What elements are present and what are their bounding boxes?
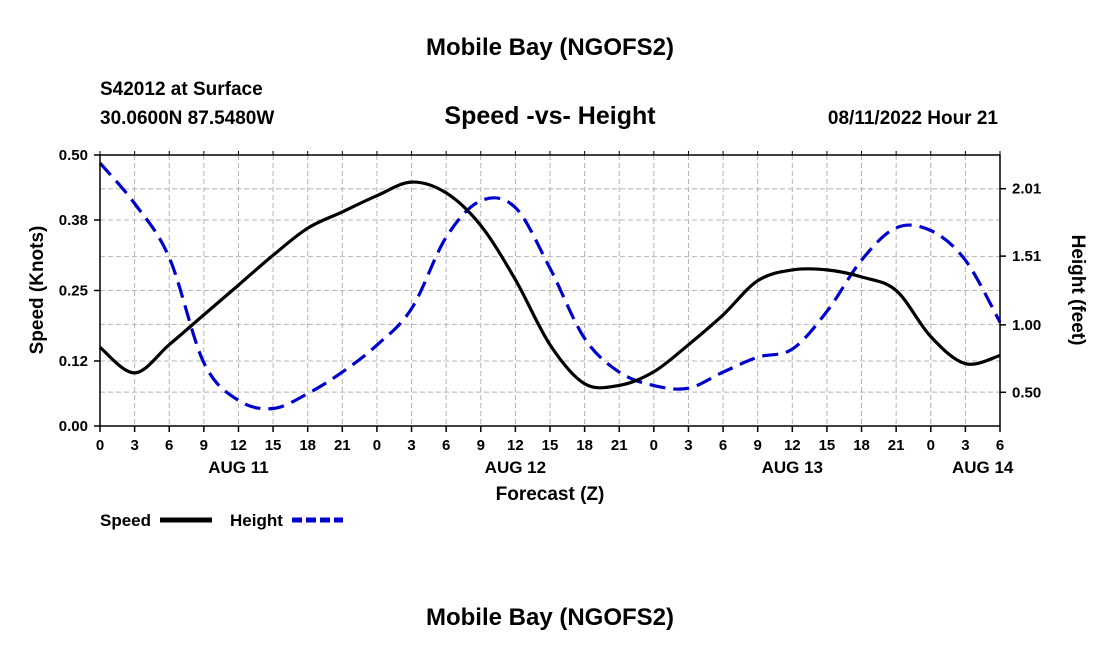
grid — [100, 155, 1000, 426]
page-title-bottom: Mobile Bay (NGOFS2) — [426, 604, 674, 631]
x-tick-label: 18 — [576, 437, 593, 454]
y-tick-label: 0.38 — [59, 212, 88, 229]
x-tick-label: 0 — [96, 437, 104, 454]
y2-tick-label: 1.51 — [1012, 248, 1041, 265]
forecast-time-label: 08/11/2022 Hour 21 — [828, 108, 998, 129]
y2-tick-label: 2.01 — [1012, 181, 1041, 198]
x-tick-label: 12 — [784, 437, 801, 454]
series-layer — [98, 162, 1002, 411]
x-tick-label: 0 — [373, 437, 381, 454]
y-tick-label: 0.12 — [59, 353, 88, 370]
y2-axis-label: Height (feet) — [1067, 235, 1088, 346]
x-tick-label: 6 — [165, 437, 173, 454]
y-tick-label: 0.50 — [59, 147, 88, 164]
y-tick-label: 0.00 — [59, 418, 88, 435]
x-tick-label: 6 — [442, 437, 450, 454]
x-tick-label: 0 — [927, 437, 935, 454]
x-tick-label: 15 — [819, 437, 836, 454]
x-tick-label: 6 — [996, 437, 1004, 454]
x-tick-label: 3 — [961, 437, 969, 454]
legend: Speed Height — [100, 511, 343, 530]
x-tick-label: 21 — [888, 437, 905, 454]
x-tick-label: 15 — [265, 437, 282, 454]
legend-height-label: Height — [230, 511, 283, 530]
x-date-label: AUG 13 — [762, 458, 823, 477]
x-tick-label: 6 — [719, 437, 727, 454]
station-label: S42012 at Surface — [100, 79, 263, 100]
x-tick-label: 12 — [230, 437, 247, 454]
chart-title: Speed -vs- Height — [444, 102, 656, 130]
x-tick-label: 9 — [477, 437, 485, 454]
coordinates-label: 30.0600N 87.5480W — [100, 108, 274, 129]
y-axis-label: Speed (Knots) — [27, 226, 48, 355]
y2-tick-label: 0.50 — [1012, 384, 1041, 401]
axis-ticks: 0 3 6 9 12 15 18 21 0 3 6 9 12 15 18 21 0 3 6 9 12 15 18 21 0 3 6 A… — [59, 147, 1041, 477]
x-date-label: AUG 11 — [208, 458, 268, 477]
x-axis-label: Forecast (Z) — [496, 484, 605, 505]
height-series-line — [98, 162, 1002, 411]
x-date-label: AUG 12 — [485, 458, 546, 477]
x-tick-label: 3 — [407, 437, 415, 454]
legend-speed-label: Speed — [100, 511, 151, 530]
x-tick-label: 12 — [507, 437, 524, 454]
y-tick-label: 0.25 — [59, 283, 88, 300]
x-tick-label: 3 — [684, 437, 692, 454]
x-tick-label: 21 — [611, 437, 628, 454]
x-tick-label: 21 — [334, 437, 351, 454]
x-tick-label: 15 — [542, 437, 559, 454]
x-tick-label: 9 — [200, 437, 208, 454]
x-tick-label: 0 — [650, 437, 658, 454]
x-date-label: AUG 14 — [952, 458, 1014, 477]
x-tick-label: 3 — [130, 437, 138, 454]
x-tick-label: 18 — [853, 437, 870, 454]
speed-series-line — [98, 180, 1001, 390]
x-tick-label: 18 — [299, 437, 316, 454]
y2-tick-label: 1.00 — [1012, 317, 1041, 334]
page-title: Mobile Bay (NGOFS2) — [426, 34, 674, 61]
x-tick-label: 9 — [754, 437, 762, 454]
